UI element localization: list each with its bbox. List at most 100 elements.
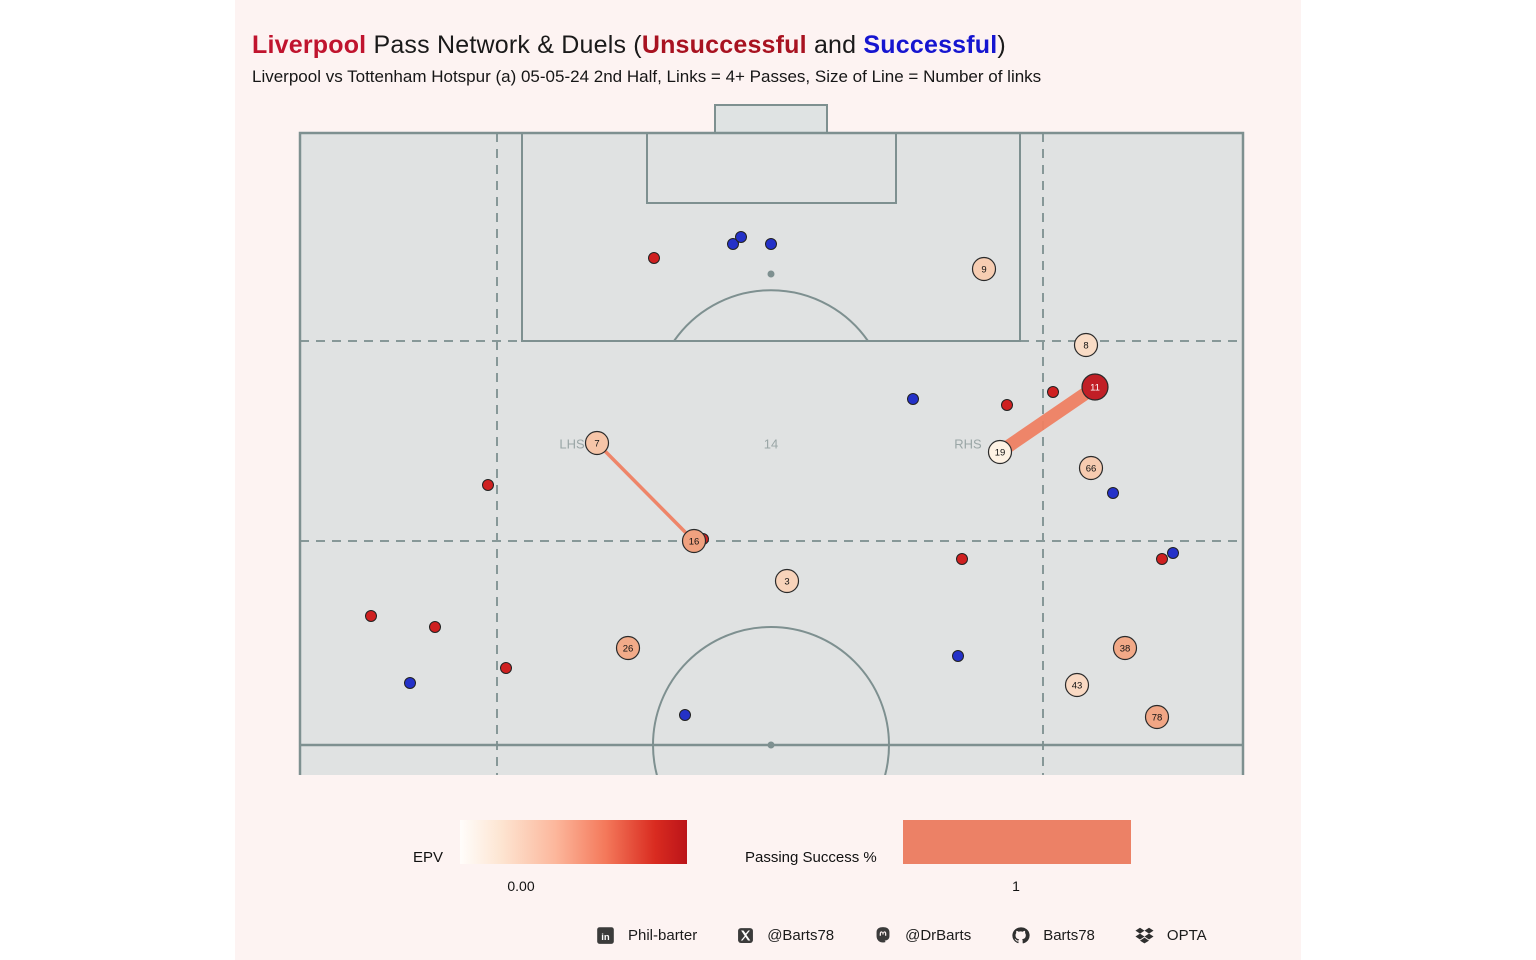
mastodon-icon (874, 926, 892, 944)
player-circle (987, 439, 1013, 465)
pass-link-19-11 (996, 381, 1099, 458)
duel-unsuccessful-marker (1047, 386, 1059, 398)
player-nodes: 9 8 11 19 66 7 16 3 26 38 43 78 (584, 256, 1170, 730)
goal-box (714, 104, 828, 134)
footer-credits: in Phil-barter @Barts78 @DrBarts Barts78 OPTA (596, 922, 1207, 948)
duel-successful-marker (1107, 487, 1119, 499)
six-yard-box (646, 132, 897, 204)
title-successful: Successful (863, 30, 998, 59)
player-number: 78 (1152, 712, 1163, 723)
player-node-19: 19 (987, 439, 1013, 465)
player-number: 9 (981, 264, 986, 275)
duel-successful-marker (727, 238, 739, 250)
player-number: 43 (1072, 680, 1083, 691)
epv-tick-label: 0.00 (507, 878, 535, 894)
chart-title: Liverpool Pass Network & Duels (Unsucces… (252, 31, 1006, 60)
title-and: and (806, 30, 864, 59)
center-spot (767, 741, 775, 749)
penalty-arc (673, 289, 869, 342)
center-circle (652, 626, 890, 775)
footer-item-x: @Barts78 (737, 927, 834, 944)
zone-label-RHS: RHS (954, 437, 982, 452)
duel-successful-marker (907, 393, 919, 405)
footer-item-github: Barts78 (1011, 926, 1095, 945)
player-circle (1078, 455, 1104, 481)
duel-unsuccessful-marker (429, 621, 441, 633)
penalty-spot (767, 270, 775, 278)
chart-subtitle: Liverpool vs Tottenham Hotspur (a) 05-05… (252, 67, 1042, 86)
player-circle (1112, 635, 1138, 661)
player-circle (615, 635, 641, 661)
player-number: 8 (1083, 340, 1088, 351)
github-icon (1011, 926, 1030, 945)
epv-colorbar (460, 820, 687, 864)
footer-item-linkedin: in Phil-barter (596, 926, 697, 945)
footer-label: Phil-barter (628, 926, 698, 944)
player-number: 11 (1090, 382, 1100, 393)
footer-label: @DrBarts (905, 926, 972, 944)
footer-item-mastodon: @DrBarts (874, 926, 971, 944)
player-circle (1064, 672, 1090, 698)
footer-label: @Barts78 (767, 926, 835, 944)
title-unsuccessful: Unsuccessful (641, 30, 807, 59)
player-circle (971, 256, 997, 282)
player-circle (681, 528, 707, 554)
pass-link-7-16 (595, 441, 696, 543)
player-node-66: 66 (1078, 455, 1104, 481)
player-number: 7 (594, 438, 599, 449)
zone-label-LHS: LHS (559, 437, 585, 452)
player-circle (774, 568, 800, 594)
duel-successful-marker (1167, 547, 1179, 559)
pass-links (595, 381, 1099, 543)
duel-successful-marker (765, 238, 777, 250)
title-mid: Pass Network & Duels ( (366, 30, 642, 59)
title-team: Liverpool (252, 30, 367, 59)
epv-label: EPV (412, 849, 443, 866)
svg-text:in: in (601, 931, 610, 942)
pitch: LHS 14 RHS 9 8 11 19 66 7 16 3 26 38 43 78 (298, 104, 1245, 775)
footer-item-dropbox: OPTA (1135, 926, 1207, 945)
player-number: 38 (1120, 643, 1131, 654)
footer-label: Barts78 (1043, 926, 1095, 944)
x-icon (737, 927, 754, 944)
duel-unsuccessful-marker (956, 553, 968, 565)
player-node-11: 11 (1081, 373, 1109, 401)
passing-tick-label: 1 (1012, 878, 1020, 894)
player-number: 16 (689, 536, 700, 547)
zone-label-14: 14 (764, 437, 778, 452)
duel-unsuccessful-marker (365, 610, 377, 622)
passing-success-label: Passing Success % (745, 849, 877, 866)
player-node-78: 78 (1144, 704, 1170, 730)
duel-unsuccessful-marker (648, 252, 660, 264)
player-node-43: 43 (1064, 672, 1090, 698)
player-number: 3 (784, 576, 789, 587)
linkedin-icon: in (596, 926, 615, 945)
player-circle (1081, 373, 1109, 401)
title-close: ) (997, 30, 1006, 59)
duel-unsuccessful-marker (500, 662, 512, 674)
player-node-38: 38 (1112, 635, 1138, 661)
player-circle (584, 430, 610, 456)
player-number: 26 (623, 643, 634, 654)
player-number: 66 (1086, 463, 1097, 474)
zone-labels: LHS 14 RHS (559, 437, 982, 452)
dropbox-icon (1135, 926, 1154, 945)
duel-successful-marker (952, 650, 964, 662)
duel-successful-marker (735, 231, 747, 243)
pitch-surface (300, 133, 1243, 775)
duel-unsuccessful-marker (1156, 553, 1168, 565)
duel-unsuccessful-marker (1001, 399, 1013, 411)
duel-successful-marker (404, 677, 416, 689)
player-node-9: 9 (971, 256, 997, 282)
player-node-3: 3 (774, 568, 800, 594)
player-node-7: 7 (584, 430, 610, 456)
player-number: 19 (995, 447, 1006, 458)
player-circle (1073, 332, 1099, 358)
player-node-26: 26 (615, 635, 641, 661)
passing-colorbar (903, 820, 1131, 864)
footer-label: OPTA (1166, 926, 1207, 944)
player-node-8: 8 (1073, 332, 1099, 358)
player-circle (1144, 704, 1170, 730)
duel-successful-marker (679, 709, 691, 721)
player-node-16: 16 (681, 528, 707, 554)
